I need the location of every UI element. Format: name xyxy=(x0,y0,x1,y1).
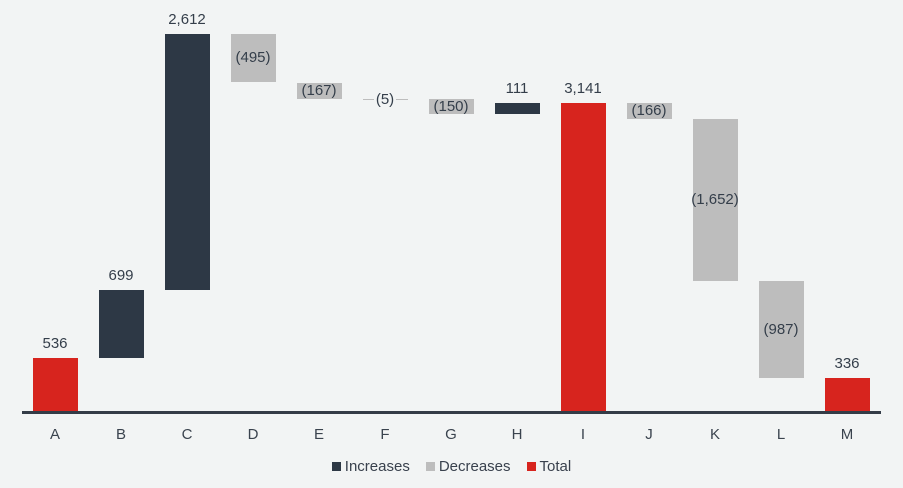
bar-G xyxy=(428,99,474,115)
x-axis-label-L: L xyxy=(776,426,786,443)
legend-item-total[interactable]: Total xyxy=(526,458,572,475)
bar-F xyxy=(362,98,408,101)
legend: Increases Decreases Total xyxy=(0,458,903,475)
bar-J xyxy=(626,103,672,120)
legend-item-decreases[interactable]: Decreases xyxy=(425,458,511,475)
x-axis-label-H: H xyxy=(511,426,523,443)
x-axis-line xyxy=(22,411,881,414)
bar-D xyxy=(230,33,276,83)
bar-H xyxy=(494,103,540,115)
bar-L xyxy=(758,281,804,379)
legend-label: Total xyxy=(539,458,572,475)
legend-item-increases[interactable]: Increases xyxy=(331,458,410,475)
bar-I xyxy=(560,103,606,411)
bar-M xyxy=(824,378,870,411)
x-axis-label-D: D xyxy=(247,426,259,443)
value-label-C: 2,612 xyxy=(168,10,206,28)
x-axis-label-K: K xyxy=(709,426,720,443)
legend-label: Decreases xyxy=(438,458,511,475)
x-axis-label-A: A xyxy=(49,426,60,443)
x-axis-label-J: J xyxy=(645,426,653,443)
x-axis-label-B: B xyxy=(115,426,126,443)
bar-A xyxy=(32,358,78,411)
bar-B xyxy=(98,289,144,359)
legend-swatch-decreases xyxy=(425,462,435,471)
value-label-H: 111 xyxy=(505,80,529,98)
value-label-I: 3,141 xyxy=(564,80,602,98)
x-axis-label-F: F xyxy=(380,426,390,443)
bar-E xyxy=(296,82,342,99)
bar-C xyxy=(164,33,210,290)
x-axis-label-C: C xyxy=(181,426,193,443)
x-axis-label-M: M xyxy=(840,426,854,443)
bar-K xyxy=(692,119,738,282)
x-axis-label-G: G xyxy=(445,426,457,443)
x-axis-label-I: I xyxy=(580,426,586,443)
legend-swatch-total xyxy=(526,462,536,471)
legend-swatch-increases xyxy=(331,462,341,471)
legend-label: Increases xyxy=(344,458,410,475)
x-axis-label-E: E xyxy=(313,426,324,443)
